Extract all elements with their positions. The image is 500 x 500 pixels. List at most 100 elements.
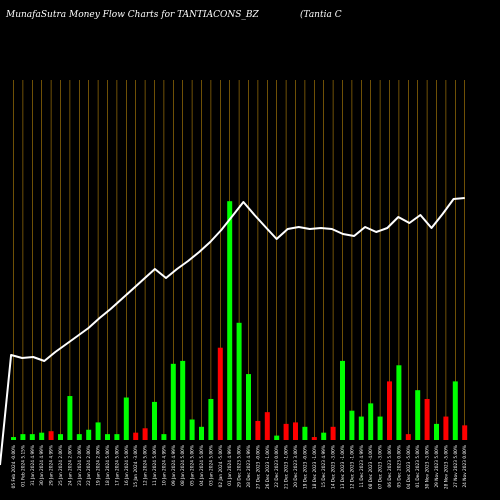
- money-flow-bar: [86, 429, 92, 440]
- money-flow-bar: [133, 432, 139, 440]
- chart-title: MunafaSutra Money Flow Charts for TANTIA…: [5, 10, 260, 20]
- money-flow-bar: [227, 201, 233, 440]
- x-tick-label: 16 Jan 2024 5.00%: [124, 445, 130, 486]
- money-flow-bar: [142, 428, 148, 440]
- money-flow-bar: [105, 434, 110, 440]
- x-tick-label: 26 Dec 2023 -1.00%: [265, 445, 271, 489]
- money-flow-bar: [349, 410, 355, 440]
- x-tick-label: 04 Dec 2023 -5.00%: [406, 445, 412, 489]
- money-flow-bar: [217, 347, 223, 440]
- money-flow-bar: [123, 397, 129, 440]
- x-tick-label: 28 Dec 2023 4.99%: [246, 445, 252, 487]
- money-flow-bar: [396, 365, 402, 440]
- money-flow-bar: [39, 432, 45, 440]
- money-flow-bar: [161, 434, 167, 440]
- money-flow-bar: [67, 396, 73, 440]
- money-flow-bar: [424, 398, 430, 440]
- x-tick-label: 05 Dec 2023 0.00%: [396, 445, 402, 487]
- money-flow-bar: [387, 381, 392, 440]
- x-tick-label: 04 Jan 2024 5.00%: [199, 445, 205, 486]
- x-tick-label: 05 Feb 2024 -0.00%: [11, 445, 17, 488]
- x-tick-label: 08 Jan 2024 5.00%: [180, 445, 186, 486]
- money-flow-bar: [311, 437, 317, 440]
- money-flow-bar: [330, 426, 336, 440]
- x-tick-label: 27 Dec 2023 -0.00%: [255, 445, 261, 489]
- money-flow-bar: [180, 360, 186, 440]
- x-tick-label: 08 Dec 2023 -4.00%: [368, 445, 374, 489]
- x-tick-label: 19 Dec 2023 -0.00%: [302, 445, 308, 489]
- x-tick-label: 29 Jan 2024 4.99%: [49, 445, 55, 486]
- money-flow-bar: [358, 416, 364, 440]
- money-flow-bar: [452, 381, 458, 440]
- x-tick-label: 20 Dec 2023 3.00%: [293, 445, 299, 487]
- money-flow-bar: [274, 435, 280, 440]
- x-tick-label: 11 Dec 2023 4.99%: [359, 445, 365, 487]
- x-tick-label: 02 Jan 2024 -5.00%: [218, 445, 224, 487]
- money-flow-bar: [462, 425, 468, 440]
- x-tick-label: 27 Nov 2023 5.00%: [453, 445, 459, 488]
- money-flow-bar: [199, 426, 204, 440]
- x-tick-label: 13 Dec 2023 -1.00%: [340, 445, 346, 489]
- money-flow-bar: [11, 437, 16, 440]
- money-flow-bar: [415, 390, 421, 440]
- money-flow-bar: [283, 423, 289, 440]
- money-flow-bar: [302, 426, 308, 440]
- x-tick-label: 21 Dec 2023 -1.00%: [284, 445, 290, 489]
- x-tick-label: 09 Jan 2024 4.99%: [171, 445, 177, 486]
- x-tick-label: 30 Jan 2024 4.99%: [39, 445, 45, 486]
- money-flow-bar: [95, 422, 101, 440]
- x-tick-label: 24 Jan 2024 2.00%: [67, 445, 73, 486]
- x-tick-label: 22 Dec 2023 0.00%: [274, 445, 280, 487]
- x-tick-label: 19 Jan 2024 2.00%: [96, 445, 102, 486]
- price-line: [0, 197, 465, 466]
- x-tick-label: 17 Jan 2024 5.00%: [114, 445, 120, 486]
- money-flow-bar: [170, 363, 176, 440]
- money-flow-bar: [236, 322, 242, 440]
- money-flow-bar: [152, 401, 157, 440]
- money-flow-bar: [189, 419, 195, 440]
- x-axis-tick-labels: 05 Feb 2024 -0.00% 01 Feb 2024 5.15% 31 Ja…: [11, 445, 468, 489]
- money-flow-bar: [20, 434, 26, 440]
- x-tick-label: 12 Dec 2023 -1.00%: [349, 445, 355, 489]
- x-tick-label: 18 Dec 2023 -1.00%: [312, 445, 318, 489]
- money-flow-bar: [321, 432, 327, 440]
- money-flow-bar: [405, 434, 411, 440]
- x-tick-label: 14 Dec 2023 -3.00%: [331, 445, 337, 489]
- money-flow-bar: [208, 398, 214, 440]
- money-flow-bar: [434, 423, 439, 440]
- money-flow-bar: [76, 434, 82, 440]
- x-tick-label: 15 Jan 2024 -3.00%: [133, 445, 139, 487]
- x-tick-label: 11 Jan 2024 5.00%: [152, 445, 158, 486]
- x-tick-label: 01 Dec 2023 5.00%: [415, 445, 421, 487]
- money-flow-bar: [246, 374, 251, 440]
- x-tick-label: 18 Jan 2024 5.00%: [105, 445, 111, 486]
- x-tick-label: 01 Feb 2024 5.15%: [20, 445, 26, 487]
- money-flow-bar: [377, 416, 383, 440]
- x-tick-label: 28 Nov 2023 -5.00%: [443, 445, 449, 489]
- money-flow-bars: [11, 201, 468, 440]
- money-flow-bar: [48, 431, 54, 440]
- x-tick-label: 05 Jan 2024 5.00%: [190, 445, 196, 486]
- money-flow-bar: [443, 416, 449, 440]
- x-tick-label: 06 Dec 2023 5.00%: [387, 445, 393, 487]
- x-tick-label: 29 Dec 2023 5.00%: [237, 445, 243, 487]
- x-tick-label: 07 Dec 2023 -3.00%: [378, 445, 384, 489]
- x-tick-label: 22 Jan 2024 2.00%: [86, 445, 92, 486]
- money-flow-bar: [293, 422, 298, 440]
- x-tick-label: 25 Jan 2024 2.00%: [58, 445, 64, 486]
- company-name: (Tantia C: [300, 9, 342, 20]
- x-tick-label: 15 Dec 2023 4.99%: [321, 445, 327, 487]
- x-tick-label: 03 Jan 2024 5.00%: [208, 445, 214, 486]
- money-flow-bar: [340, 360, 345, 440]
- money-flow-bar: [114, 434, 120, 440]
- money-flow-bar: [264, 412, 270, 440]
- x-tick-label: 29 Nov 2023 5.00%: [434, 445, 440, 488]
- x-tick-label: 10 Jan 2024 4.99%: [161, 445, 167, 486]
- money-flow-bar: [255, 420, 261, 440]
- x-tick-label: 01 Jan 2024 4.99%: [227, 445, 233, 486]
- x-tick-label: 12 Jan 2024 5.00%: [143, 445, 149, 486]
- money-flow-bar: [58, 434, 63, 440]
- x-tick-label: 23 Jan 2024 2.00%: [77, 445, 83, 486]
- x-tick-label: 30 Nov 2023 -3.00%: [425, 445, 431, 489]
